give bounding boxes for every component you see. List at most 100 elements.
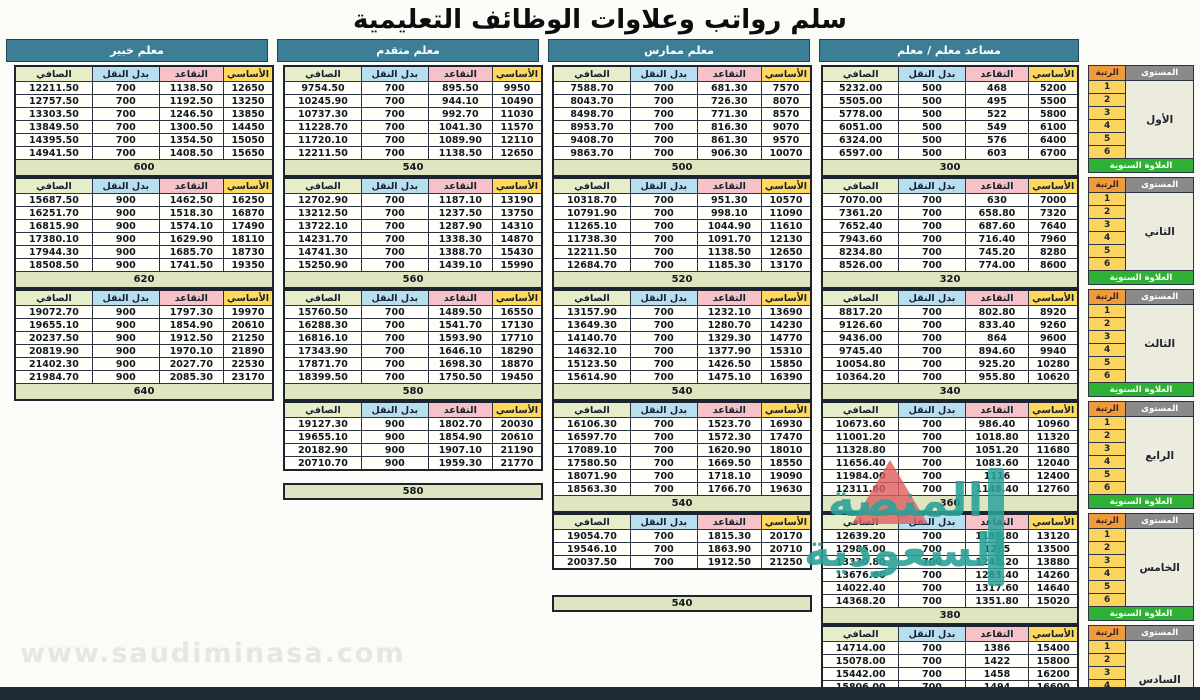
- salary-cell-basic: 10960: [1028, 417, 1079, 431]
- salary-cell-basic: 10280: [1028, 357, 1079, 371]
- salary-row: 16250 1462.50 900 15687.50: [14, 193, 274, 207]
- level-name-cell: الخامس: [1125, 528, 1194, 607]
- col-header-basic: الأساسي: [491, 177, 543, 194]
- salary-row: 22530 2027.70 900 21402.30: [14, 357, 274, 371]
- salary-cell-basic: 9260: [1028, 318, 1079, 332]
- salary-cell-retirement: 992.70: [427, 107, 493, 121]
- salary-cell-transport: 700: [629, 370, 698, 384]
- annual-row: 520: [552, 271, 812, 289]
- salary-cell-transport: 700: [629, 133, 698, 147]
- salary-cell-retirement: 1388.70: [427, 245, 493, 259]
- salary-cell-net: 12757.50: [14, 94, 93, 108]
- salary-cell-net: 17089.10: [552, 443, 631, 457]
- salary-cell-transport: 900: [91, 258, 160, 272]
- annual-value: 500: [552, 159, 812, 177]
- salary-cell-retirement: 1523.70: [696, 417, 762, 431]
- sidebar-header-row: المستوى الرتبة: [1087, 289, 1194, 305]
- salary-cell-transport: 700: [360, 133, 429, 147]
- annual-row: 540: [283, 159, 543, 177]
- salary-cell-retirement: 816.30: [696, 120, 762, 134]
- salary-cell-retirement: 2085.30: [158, 370, 224, 384]
- salary-row: 10620 955.80 700 10364.20: [821, 370, 1079, 384]
- salary-cell-basic: 13690: [760, 305, 812, 319]
- salary-cell-basic: 20610: [222, 318, 274, 332]
- annual-row: 560: [283, 271, 543, 289]
- salary-row: 17490 1574.10 900 16815.90: [14, 219, 274, 233]
- salary-cell-basic: 8920: [1028, 305, 1079, 319]
- salary-cell-transport: 700: [91, 107, 160, 121]
- col-header-net: الصافي: [552, 513, 631, 530]
- salary-row: 14310 1287.90 700 13722.10: [283, 219, 543, 233]
- annual-row: 640: [14, 383, 274, 401]
- salary-cell-transport: 700: [360, 206, 429, 220]
- salary-cell-net: 12639.20: [821, 529, 900, 543]
- col-header-basic: الأساسي: [760, 177, 812, 194]
- salary-cell-net: 16106.30: [552, 417, 631, 431]
- salary-cell-retirement: 1187.10: [427, 193, 493, 207]
- rank-cell: 6: [1087, 369, 1127, 383]
- salary-row: 20610 1854.90 900 19655.10: [283, 430, 543, 444]
- rank-cell: 5: [1087, 580, 1127, 594]
- rank-cell: 5: [1087, 132, 1127, 146]
- salary-row: 15050 1354.50 700 14395.50: [14, 133, 274, 147]
- salary-cell-retirement: 998.10: [696, 206, 762, 220]
- salary-row: 8570 771.30 700 8498.70: [552, 107, 812, 121]
- salary-row: 7000 630 700 7070.00: [821, 193, 1079, 207]
- salary-cell-basic: 12650: [222, 81, 274, 95]
- salary-cell-transport: 700: [898, 357, 966, 371]
- salary-row: 10490 944.10 700 10245.90: [283, 94, 543, 108]
- salary-cell-transport: 700: [91, 146, 160, 160]
- salary-cell-retirement: 1018.80: [964, 430, 1030, 444]
- annual-value: 580: [283, 383, 543, 401]
- salary-row: 13190 1187.10 700 12702.90: [283, 193, 543, 207]
- salary-cell-transport: 700: [91, 94, 160, 108]
- salary-cell-retirement: 1489.50: [427, 305, 493, 319]
- salary-cell-net: 16815.90: [14, 219, 93, 233]
- salary-row: 6400 576 500 6324.00: [821, 133, 1079, 147]
- salary-cell-net: 8043.70: [552, 94, 631, 108]
- salary-row: 21890 1970.10 900 20819.90: [14, 344, 274, 358]
- table-slot-advanced: الأساسي التقاعد بدل النقل الصافي 9950 895.50 7…: [283, 65, 543, 177]
- salary-row: 13170 1185.30 700 12684.70: [552, 258, 812, 272]
- salary-cell-retirement: 1685.70: [158, 245, 224, 259]
- salary-cell-retirement: 1854.90: [158, 318, 224, 332]
- salary-cell-transport: 700: [360, 344, 429, 358]
- sidebar-annual-row: العلاوة السنوية: [1088, 382, 1194, 397]
- salary-row: 13690 1232.10 700 13157.90: [552, 305, 812, 319]
- salary-cell-transport: 700: [91, 120, 160, 134]
- salary-row: 21190 1907.10 900 20182.90: [283, 443, 543, 457]
- salary-cell-basic: 18550: [760, 456, 812, 470]
- salary-cell-retirement: 468: [964, 81, 1030, 95]
- salary-cell-net: 17871.70: [283, 357, 362, 371]
- salary-row: 18110 1629.90 900 17380.10: [14, 232, 274, 246]
- salary-cell-net: 12211.50: [283, 146, 362, 160]
- salary-cell-net: 11001.20: [821, 430, 900, 444]
- sidebar-header-row: المستوى الرتبة: [1087, 65, 1194, 81]
- rank-cell: 4: [1087, 119, 1127, 133]
- table-slot-assistant: الأساسي التقاعد بدل النقل الصافي 7000 630 700 7…: [821, 177, 1079, 289]
- salary-cell-net: 15687.50: [14, 193, 93, 207]
- salary-cell-retirement: 1541.70: [427, 318, 493, 332]
- annual-value: 620: [14, 271, 274, 289]
- salary-cell-basic: 19970: [222, 305, 274, 319]
- col-header-net: الصافي: [552, 401, 631, 418]
- salary-cell-retirement: 1959.30: [427, 456, 493, 471]
- salary-cell-retirement: 1912.50: [696, 555, 762, 570]
- salary-row: 18290 1646.10 700 17343.90: [283, 344, 543, 358]
- salary-cell-transport: 700: [91, 133, 160, 147]
- salary-row: 16200 1458 700 15442.00: [821, 667, 1079, 681]
- level-header-cell: المستوى: [1125, 401, 1194, 417]
- col-header-transport: بدل النقل: [360, 401, 429, 418]
- salary-cell-retirement: 1970.10: [158, 344, 224, 358]
- salary-cell-basic: 10070: [760, 146, 812, 160]
- sidebar-header-row: المستوى الرتبة: [1087, 625, 1194, 641]
- salary-table-practitioner: الأساسي التقاعد بدل النقل الصافي 10570 951.30…: [552, 177, 812, 289]
- salary-cell-retirement: 895.50: [427, 81, 493, 95]
- salary-cell-retirement: 771.30: [696, 107, 762, 121]
- salary-cell-retirement: 1912.50: [158, 331, 224, 345]
- category-header-advanced: معلم متقدم: [277, 39, 539, 62]
- salary-cell-basic: 8280: [1028, 245, 1079, 259]
